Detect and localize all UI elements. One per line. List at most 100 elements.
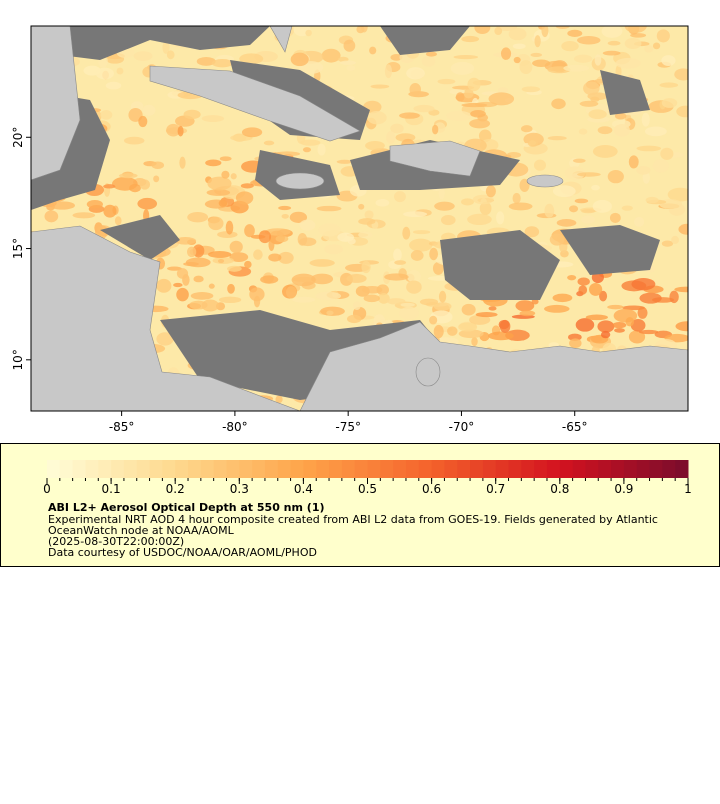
colorbar-step <box>111 460 125 478</box>
colorbar-tick-label: 0.7 <box>486 482 505 496</box>
aerosol-patch <box>360 26 368 33</box>
aerosol-patch <box>235 191 254 205</box>
aerosol-patch <box>469 314 491 325</box>
aerosol-patch <box>384 64 393 79</box>
colorbar-step <box>303 460 317 478</box>
aerosol-patch <box>429 247 439 261</box>
aerosol-patch <box>193 275 204 283</box>
colorbar-step <box>636 460 651 478</box>
colorbar-step <box>585 460 599 478</box>
colorbar-tick-label: 1 <box>684 482 692 496</box>
aerosol-patch <box>166 123 181 137</box>
aerosol-patch <box>556 218 577 227</box>
aerosol-patch <box>290 52 309 67</box>
aerosol-patch <box>652 159 669 173</box>
aerosol-patch <box>521 86 541 93</box>
x-tick-label: -80° <box>222 420 248 434</box>
aerosol-patch <box>346 274 367 283</box>
aerosol-patch <box>375 199 390 207</box>
colorbar-step <box>136 460 151 478</box>
aerosol-patch <box>561 40 579 52</box>
aerosol-patch <box>474 26 491 34</box>
aerosol-patch <box>508 202 533 211</box>
aerosol-patch <box>512 43 526 50</box>
colorbar-tick-label: 0.8 <box>550 482 569 496</box>
aerosol-patch <box>105 81 122 90</box>
aerosol-patch <box>597 320 615 333</box>
aerosol-patch <box>187 211 209 223</box>
aerosol-patch <box>636 145 662 152</box>
aerosol-patch <box>567 274 577 281</box>
colorbar-step <box>559 460 574 478</box>
aerosol-patch <box>358 203 365 210</box>
colorbar-step <box>418 460 433 478</box>
aerosol-patch <box>628 330 646 344</box>
colorbar-step <box>98 460 112 478</box>
aerosol-patch <box>300 139 321 146</box>
aerosol-patch <box>472 194 494 205</box>
colorbar-step <box>431 460 445 478</box>
aerosol-patch <box>409 238 433 252</box>
aerosol-patch <box>552 185 576 198</box>
aerosol-patch <box>609 212 621 223</box>
aerosol-patch <box>363 294 380 303</box>
aerosol-patch <box>207 176 232 191</box>
colorbar-step <box>316 460 330 478</box>
colorbar-tick-label: 0.1 <box>102 482 121 496</box>
aerosol-patch <box>544 203 555 218</box>
aerosol-patch <box>463 88 474 99</box>
axes: -85° -80° -75° -70° -65° 10° 15° 20° <box>11 127 588 434</box>
aerosol-patch <box>286 286 297 299</box>
aerosol-patch <box>376 284 389 296</box>
colorbar-step <box>85 460 99 478</box>
aerosol-patch <box>479 201 492 216</box>
aerosol-patch <box>221 170 230 179</box>
aerosol-patch <box>524 226 540 238</box>
aerosol-patch <box>365 140 385 151</box>
aerosol-patch <box>183 109 201 120</box>
aerosol-patch <box>176 287 189 302</box>
aerosol-patch <box>186 246 197 258</box>
colorbar-tick-label: 0.2 <box>166 482 185 496</box>
aerosol-patch <box>467 77 481 92</box>
colorbar-step <box>675 460 689 478</box>
aerosol-patch <box>478 129 492 143</box>
aerosol-patch <box>289 211 308 223</box>
colorbar-step <box>59 460 74 478</box>
aerosol-patch <box>302 147 311 153</box>
aerosol-patch <box>488 306 497 311</box>
aerosol-patch <box>189 300 208 310</box>
aerosol-patch <box>336 159 353 164</box>
aerosol-patch <box>508 27 527 41</box>
colorbar-step <box>649 460 663 478</box>
aerosol-patch <box>86 200 103 209</box>
aerosol-patch <box>450 61 475 75</box>
aerosol-patch <box>268 238 275 251</box>
aerosol-patch <box>156 332 174 346</box>
colorbar-step <box>521 460 535 478</box>
aerosol-patch <box>324 244 344 255</box>
legend-line: (2025-08-30T22:00:00Z) <box>48 535 184 548</box>
aerosol-patch <box>475 311 498 318</box>
aerosol-patch <box>533 159 546 171</box>
aerosol-patch <box>299 219 316 231</box>
aerosol-patch <box>229 252 249 262</box>
aerosol-patch <box>488 92 515 106</box>
aerosol-patch <box>358 231 373 239</box>
aerosol-patch <box>367 111 387 125</box>
aerosol-patch <box>602 50 621 56</box>
aerosol-patch <box>403 211 428 218</box>
aerosol-patch <box>458 329 484 339</box>
aerosol-patch <box>353 301 361 311</box>
aerosol-patch <box>574 198 589 204</box>
aerosol-patch <box>607 40 621 46</box>
aerosol-patch <box>358 218 376 225</box>
aerosol-patch <box>244 260 252 269</box>
aerosol-patch <box>621 205 633 211</box>
aerosol-patch <box>400 302 415 307</box>
aerosol-patch <box>370 84 390 89</box>
aerosol-patch <box>211 58 233 68</box>
aerosol-patch <box>667 187 688 202</box>
colorbar-step <box>380 460 394 478</box>
aerosol-patch <box>208 283 215 289</box>
